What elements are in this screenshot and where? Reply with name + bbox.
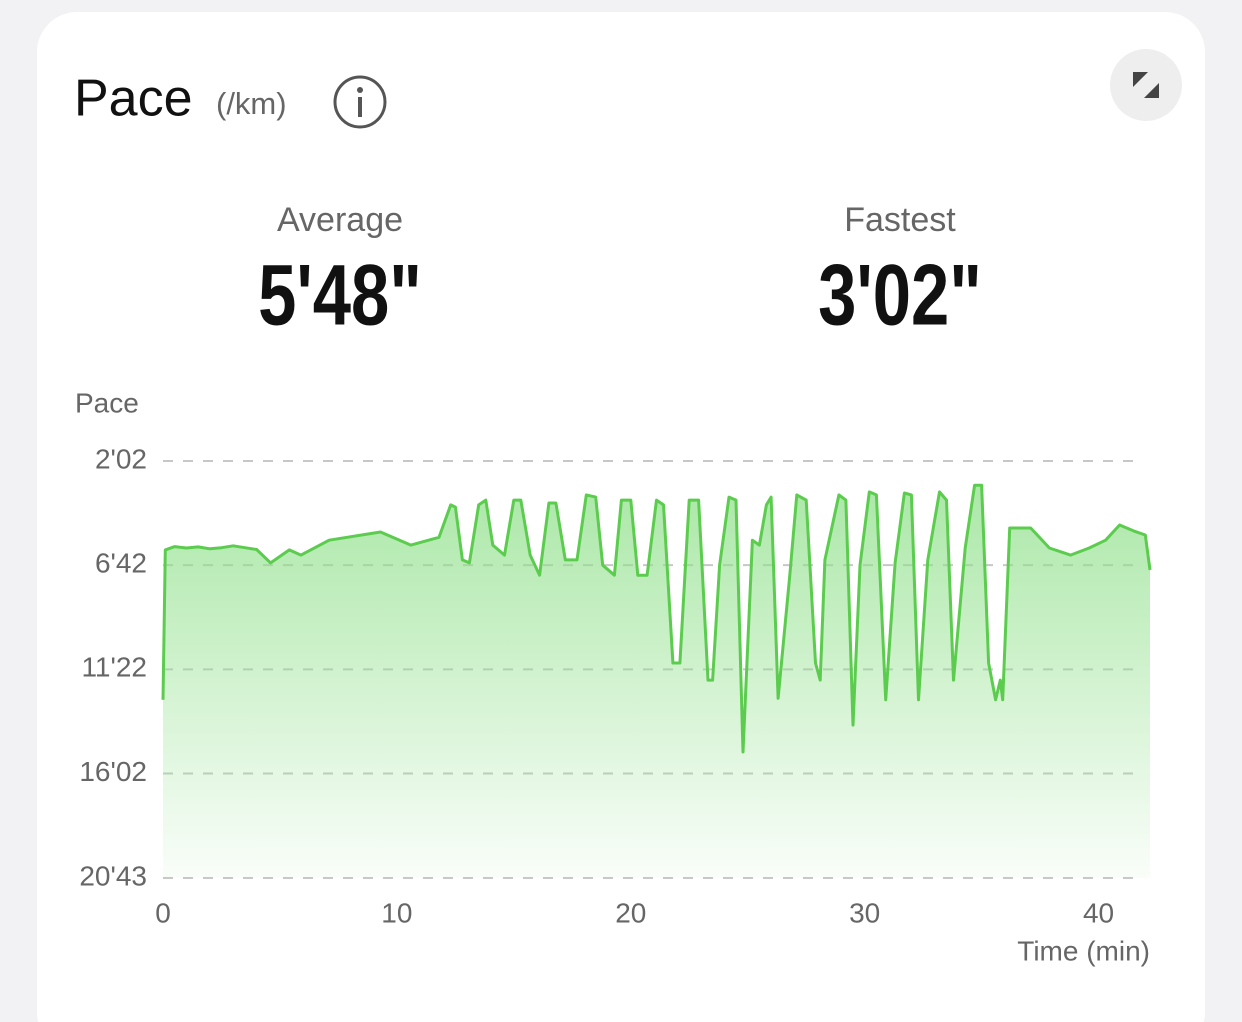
info-icon[interactable]	[333, 75, 387, 129]
y-tick-label: 11'22	[81, 652, 147, 683]
y-axis-label: Pace	[75, 387, 139, 418]
expand-button[interactable]	[1110, 49, 1182, 121]
y-tick-label: 16'02	[79, 756, 147, 787]
x-tick-label: 0	[155, 897, 171, 928]
x-tick-label: 10	[381, 897, 412, 928]
x-tick-label: 20	[615, 897, 646, 928]
y-tick-label: 20'43	[79, 860, 147, 891]
line	[161, 483, 1152, 754]
x-tick-label: 40	[1083, 897, 1114, 928]
stat-value: 3'02"	[818, 247, 982, 343]
title: Pace	[74, 70, 193, 128]
y-tick-label: 6'42	[95, 548, 147, 579]
x-axis-label: Time (min)	[1017, 935, 1150, 966]
stat-label: Fastest	[844, 201, 956, 239]
stat-label: Average	[277, 201, 403, 239]
unit: (/km)	[216, 86, 287, 121]
y-tick-label: 2'02	[95, 443, 147, 474]
stat-value: 5'48"	[258, 247, 422, 343]
area	[163, 485, 1150, 878]
x-tick-label: 30	[849, 897, 880, 928]
